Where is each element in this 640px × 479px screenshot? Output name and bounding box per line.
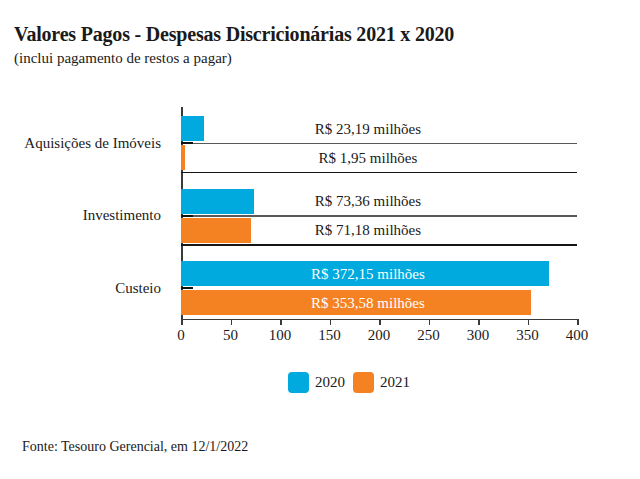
bar-2020-investimento bbox=[181, 189, 254, 214]
legend-swatch-2020 bbox=[288, 372, 309, 393]
label-leader-line bbox=[181, 172, 577, 174]
category-tick bbox=[181, 287, 193, 289]
bar-value-label: R$ 1,95 milhões bbox=[258, 149, 478, 167]
legend-label-2020: 2020 bbox=[315, 372, 345, 393]
legend-label-2021: 2021 bbox=[380, 372, 410, 393]
x-axis-tick-label: 100 bbox=[258, 327, 302, 343]
x-axis-tick-label: 200 bbox=[357, 327, 401, 343]
bar-2020-aquisicoes-de-imoveis bbox=[181, 116, 204, 141]
x-axis-tick bbox=[577, 319, 579, 325]
x-axis-tick bbox=[429, 319, 431, 325]
x-axis-tick-label: 250 bbox=[407, 327, 451, 343]
x-axis-tick bbox=[330, 319, 332, 325]
source-note: Fonte: Tesouro Gerencial, em 12/1/2022 bbox=[22, 438, 422, 456]
x-axis-tick bbox=[379, 319, 381, 325]
x-axis-tick bbox=[280, 319, 282, 325]
bar-value-label: R$ 73,36 milhões bbox=[258, 192, 478, 210]
x-axis-tick-label: 350 bbox=[506, 327, 550, 343]
legend-item-2020: 2020 bbox=[288, 372, 345, 393]
category-label-investimento: Investimento bbox=[1, 206, 161, 224]
bar-2021-investimento bbox=[181, 218, 251, 243]
legend-item-2021: 2021 bbox=[353, 372, 410, 393]
category-tick bbox=[181, 215, 193, 217]
bar-value-label: R$ 71,18 milhões bbox=[258, 221, 478, 239]
x-axis-tick bbox=[231, 319, 233, 325]
bar-value-label: R$ 353,58 milhões bbox=[258, 294, 478, 312]
label-leader-line bbox=[181, 215, 577, 217]
bar-2021-aquisicoes-de-imoveis bbox=[181, 145, 185, 170]
legend: 2020 2021 bbox=[288, 372, 410, 393]
category-tick bbox=[181, 142, 193, 144]
category-label-custeio: Custeio bbox=[1, 279, 161, 297]
label-leader-line bbox=[181, 143, 577, 145]
x-axis-tick-label: 0 bbox=[159, 327, 203, 343]
plot-area: Aquisições de Imóveis R$ 23,19 milhões R$ … bbox=[0, 0, 640, 360]
x-axis-tick-label: 400 bbox=[555, 327, 599, 343]
x-axis-tick bbox=[181, 319, 183, 325]
category-label-aquisicoes-de-imoveis: Aquisições de Imóveis bbox=[1, 134, 161, 152]
x-axis-tick-label: 150 bbox=[308, 327, 352, 343]
x-axis-tick bbox=[528, 319, 530, 325]
x-axis-tick-label: 50 bbox=[209, 327, 253, 343]
legend-swatch-2021 bbox=[353, 372, 374, 393]
x-axis-tick-label: 300 bbox=[456, 327, 500, 343]
bar-value-label: R$ 23,19 milhões bbox=[258, 120, 478, 138]
label-leader-line bbox=[181, 244, 577, 246]
chart-figure: Valores Pagos - Despesas Discricionárias… bbox=[0, 0, 640, 479]
bar-value-label: R$ 372,15 milhões bbox=[258, 265, 478, 283]
x-axis-tick bbox=[478, 319, 480, 325]
